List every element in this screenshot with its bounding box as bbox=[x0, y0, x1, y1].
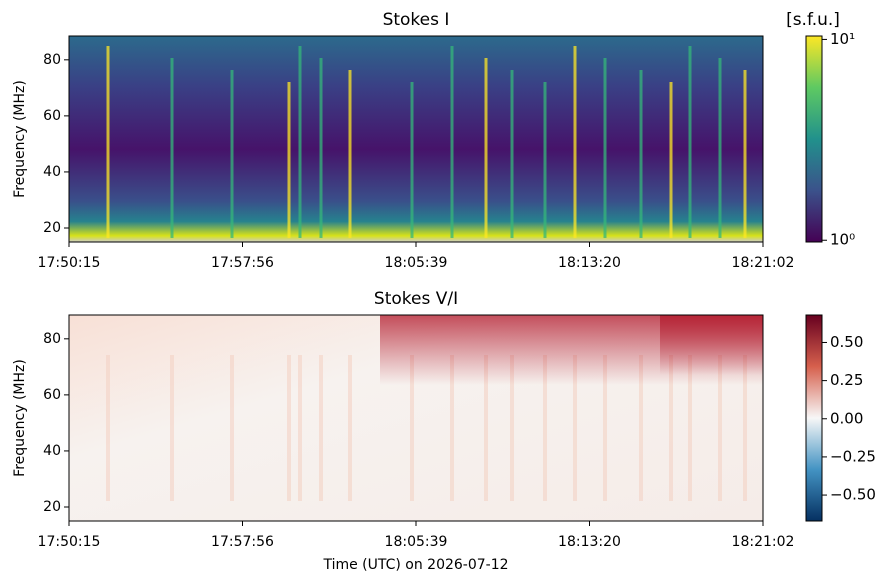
colorbar-tick-label: 10¹ bbox=[830, 30, 855, 48]
burst bbox=[348, 70, 352, 238]
x-tick-label: 18:05:39 bbox=[385, 534, 448, 550]
burst bbox=[230, 70, 234, 238]
burst bbox=[639, 70, 643, 238]
x-tick-label: 17:50:15 bbox=[38, 534, 101, 550]
burst bbox=[573, 355, 577, 501]
y-axis-label: Frequency (MHz) bbox=[12, 359, 28, 477]
burst bbox=[484, 58, 488, 238]
colorbar-tick-label: 0.50 bbox=[830, 333, 863, 351]
burst bbox=[603, 355, 607, 501]
y-tick-label: 60 bbox=[43, 387, 61, 403]
colorbar bbox=[805, 314, 823, 522]
burst bbox=[743, 70, 747, 238]
colorbar-tick-label: −0.50 bbox=[830, 486, 876, 504]
x-tick-label: 18:13:20 bbox=[558, 534, 621, 550]
y-tick-label: 40 bbox=[43, 164, 61, 180]
x-tick-label: 17:57:56 bbox=[211, 255, 274, 271]
burst bbox=[230, 355, 234, 501]
panel-title: Stokes V/I bbox=[374, 289, 458, 309]
burst bbox=[669, 355, 673, 501]
burst bbox=[287, 355, 291, 501]
burst bbox=[298, 355, 302, 501]
colorbar-label: [s.f.u.] bbox=[786, 10, 840, 30]
colorbar bbox=[805, 35, 823, 243]
heatmap-background bbox=[69, 36, 763, 242]
y-tick-label: 80 bbox=[43, 52, 61, 68]
x-tick-label: 18:21:02 bbox=[732, 534, 795, 550]
burst bbox=[510, 70, 514, 238]
burst bbox=[106, 46, 110, 238]
colorbar-tick-label: 0.00 bbox=[830, 409, 863, 427]
burst bbox=[298, 46, 302, 238]
burst bbox=[688, 46, 692, 238]
x-tick-label: 18:13:20 bbox=[558, 255, 621, 271]
y-axis-label: Frequency (MHz) bbox=[12, 80, 28, 198]
polarized-region bbox=[660, 315, 763, 375]
burst bbox=[348, 355, 352, 501]
colorbar-tick-label: 10⁰ bbox=[830, 231, 855, 249]
burst bbox=[106, 355, 110, 501]
burst bbox=[543, 82, 547, 238]
burst bbox=[450, 46, 454, 238]
burst bbox=[718, 58, 722, 238]
burst bbox=[410, 82, 414, 238]
colorbar-tick-label: −0.25 bbox=[830, 447, 876, 465]
burst bbox=[319, 355, 323, 501]
y-tick-label: 60 bbox=[43, 108, 61, 124]
burst bbox=[170, 355, 174, 501]
y-tick-label: 20 bbox=[43, 220, 61, 236]
burst bbox=[718, 355, 722, 501]
burst bbox=[743, 355, 747, 501]
burst bbox=[543, 355, 547, 501]
burst bbox=[319, 58, 323, 238]
burst bbox=[688, 355, 692, 501]
burst bbox=[287, 82, 291, 238]
x-tick-label: 17:57:56 bbox=[211, 534, 274, 550]
burst bbox=[410, 355, 414, 501]
y-tick-label: 20 bbox=[43, 499, 61, 515]
x-axis-label: Time (UTC) on 2026-07-12 bbox=[322, 557, 508, 573]
colorbar-tick-label: 0.25 bbox=[830, 371, 863, 389]
burst bbox=[669, 82, 673, 238]
x-tick-label: 17:50:15 bbox=[38, 255, 101, 271]
burst bbox=[170, 58, 174, 238]
burst bbox=[573, 46, 577, 238]
burst bbox=[639, 355, 643, 501]
y-tick-label: 40 bbox=[43, 443, 61, 459]
panel-title: Stokes I bbox=[383, 10, 450, 30]
burst bbox=[450, 355, 454, 501]
x-tick-label: 18:21:02 bbox=[732, 255, 795, 271]
burst bbox=[603, 58, 607, 238]
burst bbox=[510, 355, 514, 501]
y-tick-label: 80 bbox=[43, 331, 61, 347]
x-tick-label: 18:05:39 bbox=[385, 255, 448, 271]
burst bbox=[484, 355, 488, 501]
